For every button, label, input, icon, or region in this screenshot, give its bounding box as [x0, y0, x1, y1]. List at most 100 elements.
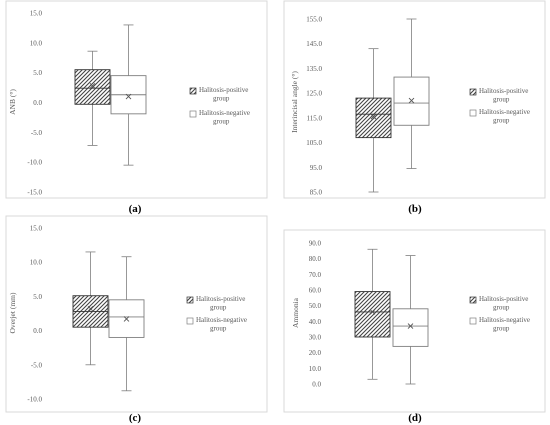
- box-negative: [110, 24, 147, 166]
- boxes: [354, 248, 429, 385]
- legend-line: group: [493, 96, 510, 104]
- legend-label-negative: Halitosis-negative group: [199, 109, 250, 126]
- y-tick-label: 90.0: [309, 240, 322, 248]
- legend-line: group: [213, 95, 230, 103]
- legend-swatch-positive: [186, 296, 194, 304]
- legend-line: group: [210, 325, 227, 333]
- y-tick-label: -5.0: [31, 129, 43, 137]
- box-positive: [354, 248, 391, 380]
- y-axis-label: Overjet (mm): [8, 292, 17, 334]
- panel-a: ANB (°) 15.0 10.0 5.0 0.0 -5.0 -10.0 -15.0 Hal…: [5, 0, 268, 215]
- y-tick-label: 10.0: [30, 259, 43, 267]
- y-axis-label: Interincisal angle (°): [290, 71, 299, 133]
- legend-line: Halitosis-positive: [199, 86, 248, 94]
- panel-frame: [283, 229, 546, 413]
- panel-b: Interincisal angle (°) 155.0 145.0 135.0 12…: [283, 0, 546, 215]
- y-tick-label: 145.0: [306, 40, 322, 48]
- y-tick-label: 5.0: [33, 293, 42, 301]
- panel-c: Overjet (mm) 15.0 10.0 5.0 0.0 -5.0 -10.0 Hal…: [5, 215, 268, 424]
- y-tick-label: 70.0: [309, 271, 322, 279]
- y-tick-label: 5.0: [33, 69, 42, 77]
- mean-marker: [370, 113, 377, 120]
- legend: Halitosis-positive group Halitosis-negativ…: [469, 295, 530, 333]
- legend-line: Halitosis-negative: [196, 316, 247, 324]
- legend-line: Halitosis-negative: [479, 108, 530, 116]
- y-tick-label: -5.0: [31, 361, 43, 369]
- legend-label-negative: Halitosis-negative group: [479, 108, 530, 125]
- legend-line: Halitosis-negative: [479, 316, 530, 324]
- y-tick-label: 15.0: [30, 225, 43, 233]
- box-positive: [72, 251, 109, 366]
- legend-label-positive: Halitosis-positive group: [199, 86, 248, 103]
- legend: Halitosis-positive groupHalitosis-negativ…: [469, 87, 530, 125]
- legend-swatch-negative: [469, 109, 477, 117]
- box-positive: [74, 50, 111, 146]
- legend-label-negative: Halitosis-negative group: [479, 316, 530, 333]
- y-tick-label: 30.0: [309, 334, 322, 342]
- legend: Halitosis-positive groupHalitosis-negativ…: [186, 295, 247, 333]
- y-tick-label: 10.0: [309, 365, 322, 373]
- iqr-box: [355, 97, 392, 139]
- panel-d: Ammonia 90.0 80.0 70.0 60.0 50.0 40.0 30.0 20.0…: [283, 229, 546, 424]
- y-tick-label: 20.0: [309, 349, 322, 357]
- legend: Halitosis-positive groupHalitosis-negativ…: [189, 86, 250, 126]
- legend-swatch-negative: [189, 110, 197, 118]
- mean-marker: [125, 93, 132, 100]
- legend-label-positive: Halitosis-positive group: [479, 87, 528, 104]
- legend-line: group: [210, 304, 227, 312]
- iqr-box: [74, 69, 111, 105]
- box-negative: [393, 18, 430, 169]
- y-ticks: 155.0 145.0 135.0 125.0 115.0 105.0 95.0 85.0: [306, 16, 322, 197]
- panel-label: (d): [408, 412, 422, 424]
- legend-line: Halitosis-positive: [479, 87, 528, 95]
- y-tick-label: 155.0: [306, 16, 322, 24]
- mean-marker: [369, 309, 376, 315]
- y-tick-label: 80.0: [309, 255, 322, 263]
- mean-marker: [123, 316, 130, 322]
- y-tick-label: 0.0: [33, 99, 42, 107]
- legend-swatch-positive: [469, 296, 477, 304]
- panel-frame: [5, 0, 268, 199]
- y-tick-label: 60.0: [309, 287, 322, 295]
- y-ticks: 15.0 10.0 5.0 0.0 -5.0 -10.0 -15.0: [27, 10, 42, 197]
- legend-label-positive: Halitosis-positive group: [196, 295, 245, 312]
- panel-label: (b): [408, 203, 422, 215]
- box-negative: [392, 255, 429, 385]
- y-ticks: 15.0 10.0 5.0 0.0 -5.0 -10.0: [27, 225, 42, 404]
- legend-swatch-negative: [186, 317, 194, 325]
- panel-frame: [5, 215, 268, 413]
- y-axis-label: ANB (°): [8, 89, 17, 115]
- legend-line: group: [213, 118, 230, 126]
- mean-marker: [89, 82, 96, 89]
- boxes: [72, 251, 145, 392]
- y-tick-label: 105.0: [306, 139, 322, 147]
- mean-marker: [87, 305, 94, 312]
- legend-line: group: [493, 117, 510, 125]
- panel-frame: [283, 0, 546, 199]
- legend-label-positive: Halitosis-positive group: [479, 295, 528, 312]
- y-tick-label: 95.0: [310, 164, 323, 172]
- box-negative: [108, 256, 145, 392]
- panel-label: (a): [129, 203, 142, 215]
- y-tick-label: 115.0: [307, 114, 323, 122]
- legend-swatch-positive: [189, 87, 197, 95]
- legend-swatch-negative: [469, 317, 477, 325]
- legend-line: Halitosis-positive: [479, 295, 528, 303]
- y-tick-label: 15.0: [30, 10, 43, 18]
- mean-marker: [407, 323, 414, 329]
- y-tick-label: 0.0: [312, 381, 321, 389]
- legend-line: group: [493, 304, 510, 312]
- mean-marker: [408, 97, 415, 104]
- boxes: [74, 24, 147, 166]
- legend-label-negative: Halitosis-negative group: [196, 316, 247, 333]
- y-tick-label: 40.0: [309, 318, 322, 326]
- y-axis-label: Ammonia: [291, 297, 300, 328]
- y-ticks: 90.0 80.0 70.0 60.0 50.0 40.0 30.0 20.0 10.0 0.0: [309, 240, 322, 389]
- y-tick-label: 125.0: [306, 90, 322, 98]
- y-tick-label: -15.0: [27, 189, 42, 197]
- y-tick-label: -10.0: [27, 396, 42, 404]
- iqr-box: [354, 291, 391, 338]
- legend-line: Halitosis-positive: [196, 295, 245, 303]
- iqr-box: [392, 308, 429, 347]
